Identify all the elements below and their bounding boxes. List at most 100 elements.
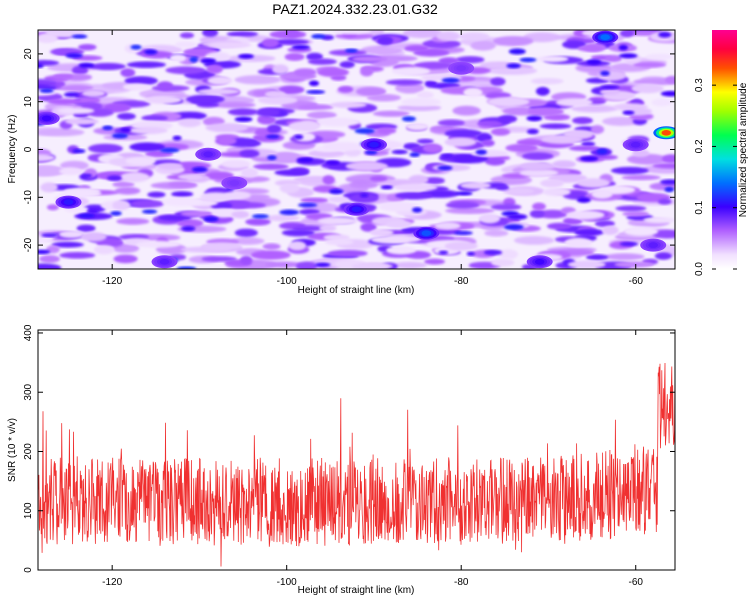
heatmap-blob — [564, 237, 593, 248]
heatmap-blob — [130, 44, 142, 50]
heatmap-blob — [265, 134, 280, 139]
heatmap-blob — [345, 48, 358, 53]
y-tick-label: 20 — [23, 48, 34, 60]
heatmap-blob — [179, 32, 195, 39]
heatmap-blob — [234, 228, 258, 237]
heatmap-blob — [278, 85, 305, 95]
heatmap-blob — [391, 149, 408, 155]
heatmap-blob — [262, 38, 279, 48]
heatmap-blob — [632, 149, 650, 158]
heatmap-blob — [615, 205, 647, 212]
heatmap-blob — [484, 229, 509, 237]
heatmap-blob — [291, 45, 311, 50]
heatmap-blob — [444, 137, 477, 147]
heatmap-blob — [295, 261, 318, 269]
heatmap-blob — [444, 241, 478, 251]
heatmap-blob — [624, 227, 659, 236]
snr-frame — [37, 329, 676, 571]
heatmap-blob — [297, 104, 334, 110]
heatmap-hotspot — [63, 199, 74, 205]
heatmap-blob — [596, 148, 608, 155]
heatmap-blob — [513, 236, 555, 245]
x-tick-label: -80 — [454, 577, 469, 588]
heatmap-blob — [529, 209, 545, 219]
heatmap-blob — [40, 182, 58, 193]
heatmap-blob — [102, 125, 113, 131]
heatmap-blob — [618, 44, 628, 51]
heatmap-blob — [307, 58, 337, 65]
heatmap-blob — [401, 116, 416, 122]
heatmap-blob — [169, 54, 187, 62]
heatmap-blob — [413, 61, 454, 70]
heatmap-blob — [129, 142, 166, 152]
heatmap-blob — [572, 117, 593, 125]
heatmap-blob — [605, 54, 623, 63]
heatmap-hotspot — [600, 34, 610, 40]
heatmap-blob — [614, 261, 654, 268]
heatmap-blob — [645, 53, 673, 60]
heatmap-blob — [370, 229, 394, 237]
heatmap-blob — [380, 185, 393, 190]
heatmap-marks — [38, 30, 675, 269]
heatmap-blob — [491, 258, 515, 267]
heatmap-blob — [308, 149, 346, 158]
heatmap-blob — [116, 218, 150, 225]
heatmap-blob — [456, 56, 485, 64]
heatmap-blob — [503, 224, 524, 231]
heatmap-blob — [159, 147, 180, 153]
heatmap-blob — [537, 209, 568, 219]
colorbar-label: Normalized spectral amplitude — [738, 82, 749, 217]
heatmap-blob — [470, 40, 496, 51]
heatmap-blob — [502, 187, 535, 195]
heatmap-blob — [125, 156, 156, 166]
heatmap-blob — [65, 53, 83, 59]
colorbar-tick-label: 0.2 — [694, 139, 705, 153]
heatmap-blob — [519, 169, 559, 177]
heatmap-blob — [452, 154, 489, 164]
heatmap-blob — [206, 64, 223, 74]
heatmap-blob — [364, 150, 378, 155]
heatmap-blob — [602, 116, 640, 126]
y-tick-label: 400 — [23, 324, 34, 341]
heatmap-blob — [78, 62, 95, 68]
heatmap-blob — [257, 95, 298, 105]
heatmap-blob — [126, 61, 166, 68]
heatmap-blob — [455, 191, 473, 196]
snr-xlabel: Height of straight line (km) — [298, 585, 415, 596]
heatmap-blob — [567, 260, 606, 269]
heatmap-blob — [78, 213, 95, 219]
heatmap-blob — [519, 57, 537, 63]
heatmap-blob — [230, 237, 265, 245]
heatmap-blob — [47, 98, 84, 105]
heatmap-blob — [175, 41, 197, 48]
heatmap-blob — [213, 101, 256, 109]
heatmap-blob — [622, 110, 635, 115]
heatmap-blob — [619, 241, 639, 247]
heatmap-blob — [264, 261, 302, 268]
heatmap-blob — [136, 240, 180, 248]
heatmap-blob — [332, 30, 372, 35]
heatmap-blob — [568, 145, 600, 151]
heatmap-blob — [256, 108, 280, 117]
heatmap-blob — [424, 79, 438, 88]
heatmap-blob — [618, 53, 638, 59]
heatmap-blob — [536, 55, 569, 63]
heatmap-hotspot — [159, 259, 170, 265]
heatmap-blob — [577, 178, 610, 188]
heatmap-blob — [654, 252, 673, 260]
heatmap-blob — [327, 249, 368, 257]
heatmap-blob — [257, 115, 276, 125]
heatmap-blob — [271, 151, 300, 162]
heatmap-blob — [201, 242, 242, 251]
heatmap-blob — [38, 33, 58, 43]
heatmap-blob — [574, 228, 604, 236]
heatmap-blob — [162, 197, 203, 207]
heatmap-blob — [541, 134, 583, 144]
heatmap-blob — [652, 163, 675, 169]
heatmap-blob — [122, 83, 151, 91]
heatmap-blob — [78, 44, 97, 51]
y-tick-label: 10 — [23, 96, 34, 108]
heatmap-blob — [317, 67, 349, 78]
x-tick-label: -120 — [102, 276, 122, 287]
heatmap-blob — [38, 154, 55, 162]
